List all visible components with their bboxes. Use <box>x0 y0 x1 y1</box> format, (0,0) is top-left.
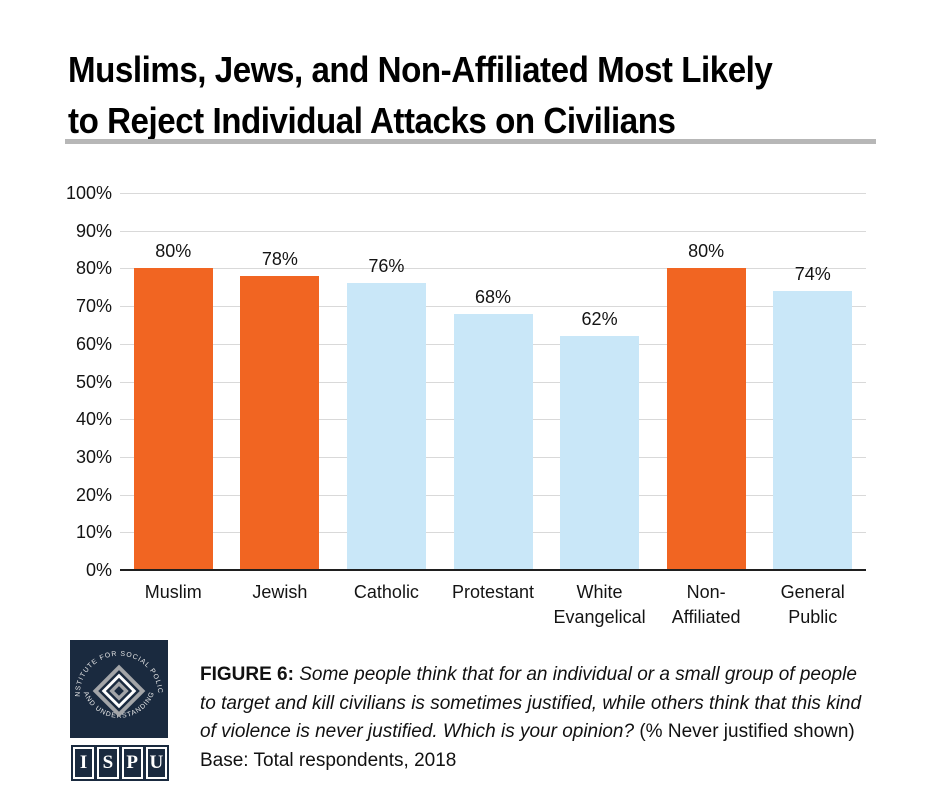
y-axis: 100% 90% 80% 70% 60% 50% 40% 30% 20% 10% 0% <box>0 183 112 590</box>
y-axis-tick-label: 100% <box>65 183 112 203</box>
x-axis-category-label: Catholic <box>328 580 444 605</box>
bar-value-label: 62% <box>581 309 618 330</box>
y-axis-tick-label: 10% <box>75 522 112 543</box>
x-axis-category-label-line: Non- <box>686 582 726 602</box>
x-axis-category-label-line: White <box>576 582 623 602</box>
bar <box>666 268 746 570</box>
bar <box>240 275 320 570</box>
gridline <box>120 268 866 270</box>
y-axis-tick-label: 20% <box>75 484 112 505</box>
x-axis-category-label-line: Jewish <box>252 582 308 602</box>
title-divider <box>65 139 876 144</box>
gridline <box>120 306 866 308</box>
bar-value-label: 80% <box>155 241 192 262</box>
y-axis-tick-label: 50% <box>75 371 112 392</box>
x-axis-category-label-line: Evangelical <box>553 607 646 627</box>
logo-seal: INSTITUTE FOR SOCIAL POLICY AND UNDERSTA… <box>67 635 168 738</box>
caption-base-note: (% Never justified shown) Base: Total re… <box>200 721 855 771</box>
bar-value-label: 76% <box>368 256 405 277</box>
bar-value-label: 68% <box>474 286 512 307</box>
logo-letter-box: P <box>121 747 143 779</box>
x-axis-category-label: Jewish <box>222 580 338 605</box>
caption-figure-label: FIGURE 6: <box>200 664 294 685</box>
x-axis-category-label: General Public <box>755 580 871 630</box>
y-axis-tick-label: 80% <box>75 258 112 279</box>
page-title-line1: Muslims, Jews, and Non-Affiliated Most L… <box>68 49 773 91</box>
bar-value-label: 74% <box>794 264 831 285</box>
bar <box>453 313 533 570</box>
x-axis-category-label-line: Muslim <box>144 582 202 602</box>
x-axis-category-label: Non- Affiliated <box>648 580 764 630</box>
x-axis-category-label-line: General <box>780 582 845 602</box>
x-axis-category-label-line: Public <box>788 607 838 627</box>
bar <box>560 336 640 570</box>
x-axis-category-label-line: Catholic <box>353 582 419 602</box>
y-axis-tick-label: 70% <box>75 296 112 317</box>
logo-letter-box: S <box>97 747 119 779</box>
bar <box>346 283 426 570</box>
page-title: Muslims, Jews, and Non-Affiliated Most L… <box>68 44 773 146</box>
y-axis-tick-label: 30% <box>75 446 112 467</box>
caption-question-text: Some people think that for an individual… <box>200 664 862 742</box>
page-title-line2: to Reject Individual Attacks on Civilian… <box>68 100 676 142</box>
gridline <box>120 193 866 194</box>
y-axis-tick-label: 40% <box>75 409 112 430</box>
figure-caption: FIGURE 6: Some people think that for an … <box>200 661 878 775</box>
x-axis-category-label: White Evangelical <box>542 580 658 630</box>
x-axis-category-label-line: Protestant <box>451 582 535 602</box>
bar <box>133 268 213 570</box>
x-axis-category-label: Protestant <box>435 580 551 605</box>
y-axis-tick-label: 90% <box>75 220 112 241</box>
logo-letter-box: I <box>73 747 95 779</box>
y-axis-tick-label: 60% <box>75 333 112 354</box>
plot-area: 80% 78% 76% 68% 62% 80% 74% <box>120 193 866 571</box>
bar-value-label: 80% <box>688 241 725 262</box>
ispu-logo: INSTITUTE FOR SOCIAL POLICY AND UNDERSTA… <box>67 635 170 779</box>
x-axis-line <box>120 569 866 571</box>
bar-value-label: 78% <box>261 248 298 269</box>
logo-letter-box: U <box>145 747 167 779</box>
x-axis-category-label: Muslim <box>115 580 231 605</box>
bar <box>773 291 853 570</box>
y-axis-tick-label: 0% <box>85 560 112 580</box>
gridline <box>120 230 866 232</box>
x-axis-category-label-line: Affiliated <box>671 607 741 627</box>
